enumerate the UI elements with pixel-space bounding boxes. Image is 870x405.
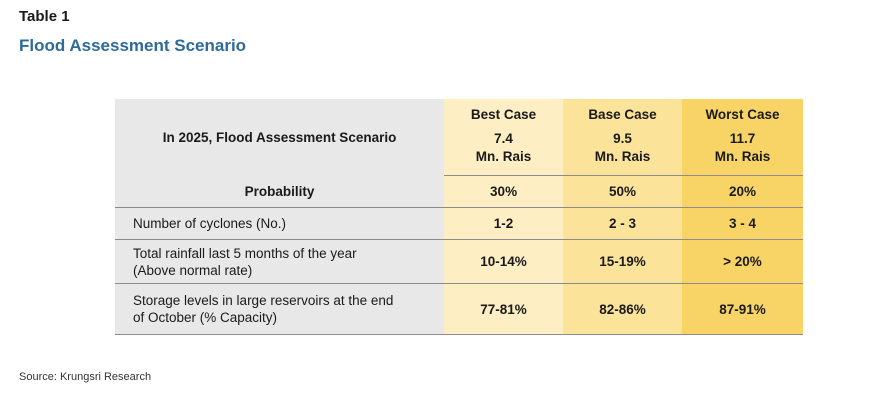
row-label-line: (Above normal rate) [133,262,253,278]
row-label-line: Number of cyclones (No.) [133,216,287,231]
row-label-storage: Storage levels in large reservoirs at th… [115,283,445,335]
row-label-cyclones: Number of cyclones (No.) [115,207,445,240]
probability-label: Probability [115,175,445,208]
storage-best: 77-81% [444,283,564,335]
table-row: Number of cyclones (No.) 1-2 2 - 3 3 - 4 [115,207,803,240]
worst-case-area: 11.7 Mn. Rais [681,130,803,176]
table-row: Storage levels in large reservoirs at th… [115,283,803,335]
cyclones-best: 1-2 [444,207,564,240]
row-label-line: Storage levels in large reservoirs at th… [133,293,394,308]
column-best-case: Best Case [444,99,564,130]
best-case-area: 7.4 Mn. Rais [444,130,564,176]
best-case-area-value: 7.4 [494,131,513,146]
best-case-area-unit: Mn. Rais [475,149,532,164]
worst-case-area-value: 11.7 [729,131,756,146]
rainfall-worst: > 20% [681,239,803,284]
base-case-area-unit: Mn. Rais [594,149,651,164]
worst-case-area-unit: Mn. Rais [714,149,771,164]
table-row: Total rainfall last 5 months of the year… [115,239,803,284]
rainfall-base: 15-19% [563,239,682,284]
table-area-row: 7.4 Mn. Rais 9.5 Mn. Rais 11.7 Mn. Rais [115,130,803,176]
source-note: Source: Krungsri Research [19,371,152,383]
probability-worst: 20% [681,175,803,208]
cyclones-base: 2 - 3 [563,207,682,240]
column-base-case: Base Case [563,99,682,130]
table-title: Flood Assessment Scenario [19,36,247,55]
flood-scenario-table: In 2025, Flood Assessment Scenario Best … [115,99,803,335]
row-label-line: Total rainfall last 5 months of the year [133,245,357,261]
base-case-area: 9.5 Mn. Rais [563,130,682,176]
scenario-heading-text: In 2025, Flood Assessment Scenario [162,129,397,145]
storage-worst: 87-91% [681,283,803,335]
probability-row: Probability 30% 50% 20% [115,175,803,208]
cyclones-worst: 3 - 4 [681,207,803,240]
table-header-row: In 2025, Flood Assessment Scenario Best … [115,99,803,176]
table-number-label: Table 1 [19,8,70,25]
rainfall-best: 10-14% [444,239,564,284]
scenario-heading: In 2025, Flood Assessment Scenario [115,99,445,176]
column-worst-case: Worst Case [681,99,803,130]
row-label-line: of October (% Capacity) [133,310,278,325]
probability-best: 30% [444,175,564,208]
probability-base: 50% [563,175,682,208]
storage-base: 82-86% [563,283,682,335]
base-case-area-value: 9.5 [613,131,632,146]
row-label-rainfall: Total rainfall last 5 months of the year… [115,239,445,284]
